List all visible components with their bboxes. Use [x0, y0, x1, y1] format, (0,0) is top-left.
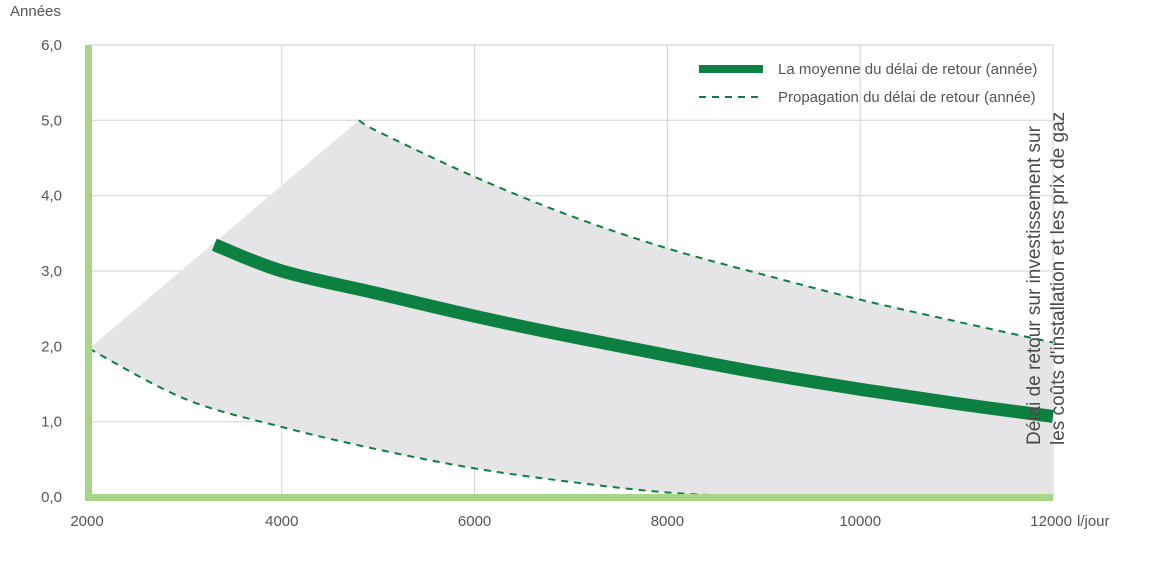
x-tick-label: 8000	[651, 513, 684, 530]
x-unit-label: l/jour	[1077, 513, 1110, 530]
y-tick-label: 3,0	[41, 263, 62, 280]
spread-upper-line	[358, 119, 1054, 344]
x-tick-labels: 2000 4000 6000 8000 10000 12000	[70, 513, 1072, 530]
side-title: Délai de retour sur investissement sur l…	[1024, 112, 1069, 445]
x-axis-bar	[85, 494, 1053, 501]
x-tick-label: 10000	[839, 513, 881, 530]
side-title-line-1: Délai de retour sur investissement sur	[1024, 125, 1045, 445]
spread-band	[89, 120, 1053, 498]
x-tick-label: 12000	[1030, 513, 1072, 530]
legend: La moyenne du délai de retour (année) Pr…	[699, 61, 1037, 106]
y-tick-labels: 0,0 1,0 2,0 3,0 4,0 5,0 6,0	[41, 37, 62, 506]
y-tick-label: 0,0	[41, 489, 62, 506]
x-tick-label: 6000	[458, 513, 491, 530]
x-tick-label: 4000	[265, 513, 298, 530]
legend-label-mean: La moyenne du délai de retour (année)	[778, 61, 1037, 78]
y-tick-label: 4,0	[41, 188, 62, 205]
y-tick-label: 1,0	[41, 414, 62, 431]
side-title-line-2: les coûts d'installation et les prix de …	[1048, 112, 1069, 445]
legend-label-spread: Propagation du délai de retour (année)	[778, 89, 1036, 106]
y-tick-label: 2,0	[41, 338, 62, 355]
y-unit-label: Années	[10, 3, 61, 20]
y-tick-label: 5,0	[41, 112, 62, 129]
y-tick-label: 6,0	[41, 37, 62, 54]
x-tick-label: 2000	[70, 513, 103, 530]
mean-line	[211, 238, 1054, 423]
y-axis-bar	[85, 45, 92, 501]
